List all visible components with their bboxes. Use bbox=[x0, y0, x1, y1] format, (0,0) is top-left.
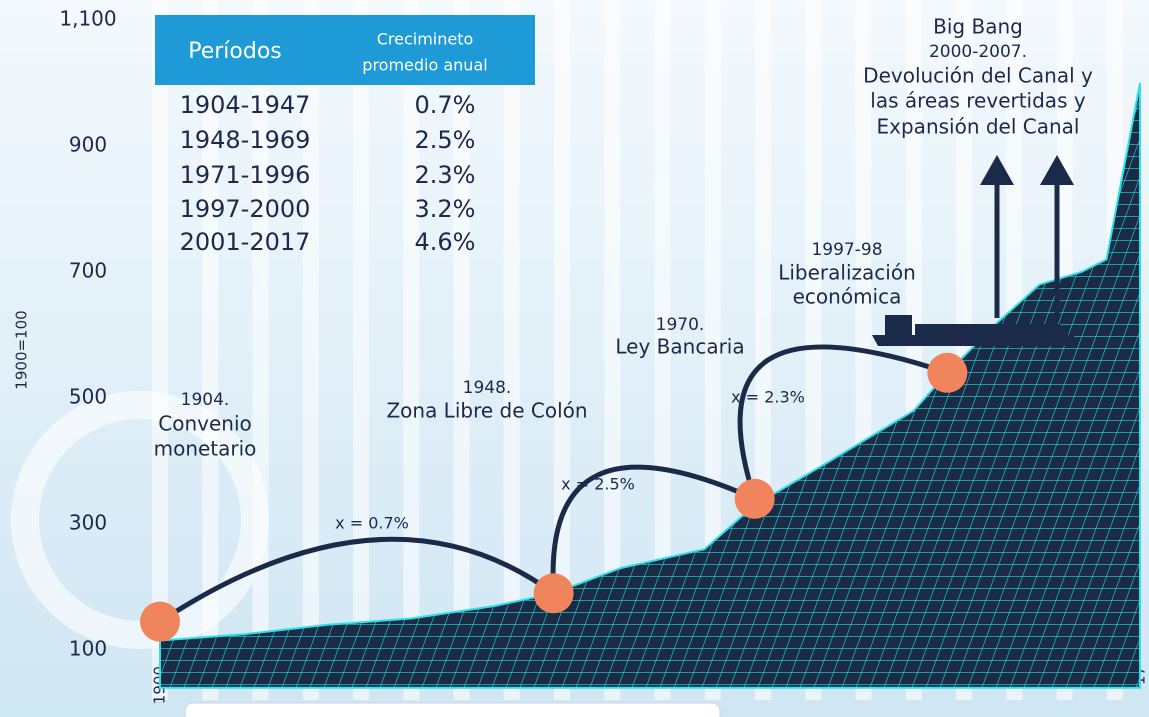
ship-arrows bbox=[872, 155, 1075, 346]
table-header-cell: promedio anual bbox=[362, 56, 487, 75]
arrow-head bbox=[1040, 155, 1074, 185]
growth-label: x = 2.5% bbox=[561, 475, 635, 494]
growth-label: x = 0.7% bbox=[335, 514, 409, 533]
point bbox=[927, 352, 968, 393]
y-tick-label: 900 bbox=[69, 133, 107, 157]
table-cell: 3.2% bbox=[415, 195, 476, 223]
stripe bbox=[353, 0, 370, 700]
stripe bbox=[604, 0, 621, 700]
annotation: 1970. bbox=[656, 315, 705, 335]
table-header-cell: Períodos bbox=[188, 39, 282, 64]
growth-arc bbox=[158, 536, 556, 624]
stripe bbox=[302, 0, 319, 700]
stripe bbox=[654, 0, 671, 700]
annotation: Expansión del Canal bbox=[877, 115, 1080, 139]
growth-label: x = 2.3% bbox=[731, 388, 805, 407]
y-tick-label: 700 bbox=[69, 259, 107, 283]
table-header-cell: Crecimineto bbox=[377, 30, 474, 49]
ship bbox=[872, 315, 1075, 346]
point bbox=[734, 478, 775, 519]
annotation: 1997-98 bbox=[811, 240, 882, 260]
annotation: monetario bbox=[154, 437, 257, 461]
annotation: Ley Bancaria bbox=[615, 335, 744, 359]
stripe bbox=[403, 0, 420, 700]
table-cell: 1904-1947 bbox=[180, 91, 311, 119]
table-cell: 1948-1969 bbox=[180, 126, 311, 154]
y-tick-label: 1,100 bbox=[59, 7, 116, 31]
table-cell: 1971-1996 bbox=[180, 161, 311, 189]
table-cell: 2001-2017 bbox=[180, 228, 311, 256]
table-cell: 2.5% bbox=[415, 126, 476, 154]
point bbox=[140, 601, 180, 642]
annotation: las áreas revertidas y bbox=[870, 89, 1086, 113]
table-cell: 4.6% bbox=[415, 228, 476, 256]
stripe bbox=[202, 0, 219, 700]
stripe bbox=[704, 0, 721, 700]
table-cell: 2.3% bbox=[415, 161, 476, 189]
annotation: Liberalización bbox=[778, 261, 916, 285]
deco-circle bbox=[11, 391, 269, 649]
growth-arc bbox=[737, 344, 949, 500]
table-cell: 1997-2000 bbox=[180, 195, 311, 223]
annotation: económica bbox=[793, 285, 902, 309]
annotation: Convenio bbox=[158, 412, 252, 436]
arrow-head bbox=[980, 155, 1014, 185]
y-tick-label: 300 bbox=[69, 511, 107, 535]
annotation: 2000-2007. bbox=[929, 42, 1027, 62]
annotation: Zona Libre de Colón bbox=[386, 399, 587, 423]
growth-arc bbox=[550, 464, 756, 594]
annotation: Big Bang bbox=[933, 15, 1023, 39]
stripe bbox=[152, 0, 168, 700]
annotation: 1948. bbox=[463, 378, 512, 398]
stripe bbox=[453, 0, 470, 700]
footer-box bbox=[184, 702, 721, 717]
annotation: 1904. bbox=[181, 390, 230, 410]
table-header bbox=[155, 15, 535, 85]
annotation: Devolución del Canal y bbox=[863, 64, 1093, 88]
point bbox=[533, 573, 574, 614]
y-tick-label: 500 bbox=[69, 385, 107, 409]
y-tick-label: 100 bbox=[69, 637, 107, 661]
y-axis-label: 1900=100 bbox=[13, 310, 31, 389]
table-cell: 0.7% bbox=[415, 91, 476, 119]
stripe bbox=[503, 0, 520, 700]
area bbox=[159, 82, 1141, 689]
